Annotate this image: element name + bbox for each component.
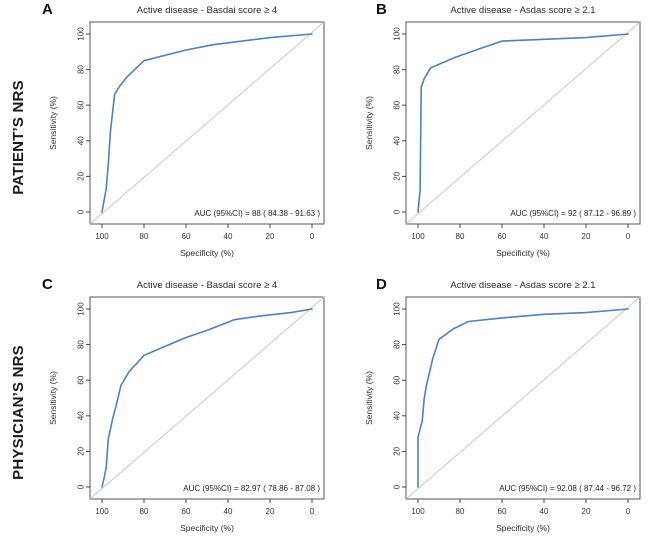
x-tick-label: 40 xyxy=(224,232,233,241)
plot-title: Active disease - Basdai score ≥ 4 xyxy=(137,5,277,16)
roc-plot-B: Active disease - Asdas score ≥ 2.1 100 80 6… xyxy=(364,5,641,258)
x-tick-label: 0 xyxy=(310,507,315,516)
y-tick-label: 60 xyxy=(393,375,402,384)
reference-diagonal xyxy=(405,21,641,225)
x-tick-label: 40 xyxy=(540,232,549,241)
x-tick-label: 80 xyxy=(456,507,465,516)
panel-letter-a: A xyxy=(42,1,53,18)
x-tick-label: 0 xyxy=(626,232,631,241)
x-tick-label: 20 xyxy=(266,507,275,516)
x-tick-label: 20 xyxy=(266,232,275,241)
x-axis-label: Specificity (%) xyxy=(496,523,550,533)
panel-a: A Active disease - Basdai score ≥ 4 100 80… xyxy=(36,0,352,275)
x-tick-label: 40 xyxy=(540,507,549,516)
y-tick-label: 0 xyxy=(77,484,86,489)
roc-curve xyxy=(417,33,629,213)
y-tick-label: 20 xyxy=(77,171,86,180)
roc-plot-A: Active disease - Basdai score ≥ 4 100 80 60… xyxy=(48,5,325,258)
plot-box xyxy=(405,296,641,500)
auc-annotation: AUC (95%CI) = 82.97 ( 78.86 - 87.08 ) xyxy=(183,484,320,493)
x-tick-label: 60 xyxy=(498,232,507,241)
roc-curve xyxy=(101,308,313,488)
roc-plot-D: Active disease - Asdas score ≥ 2.1 100 80 6… xyxy=(364,280,641,533)
y-axis-label: Sensitivity (%) xyxy=(364,371,374,425)
panel-letter-c: C xyxy=(42,276,53,293)
x-tick-label: 80 xyxy=(140,232,149,241)
reference-diagonal xyxy=(405,296,641,500)
y-axis-label: Sensitivity (%) xyxy=(48,96,58,150)
panel-c: C Active disease - Basdai score ≥ 4 100 80… xyxy=(36,275,352,550)
y-tick-label: 60 xyxy=(77,375,86,384)
x-tick-label: 60 xyxy=(498,507,507,516)
y-tick-label: 40 xyxy=(77,411,86,420)
roc-curve xyxy=(417,308,629,488)
x-tick-label: 0 xyxy=(626,507,631,516)
y-tick-label: 0 xyxy=(77,209,86,214)
y-tick-label: 100 xyxy=(77,27,86,41)
y-tick-label: 100 xyxy=(77,302,86,316)
y-tick-label: 40 xyxy=(393,136,402,145)
x-tick-label: 80 xyxy=(456,232,465,241)
x-tick-label: 40 xyxy=(224,507,233,516)
row-label-text: PATIENT’S NRS xyxy=(9,80,27,195)
plot-title: Active disease - Basdai score ≥ 4 xyxy=(137,280,277,291)
y-tick-label: 40 xyxy=(393,411,402,420)
x-tick-label: 100 xyxy=(95,232,109,241)
plot-title: Active disease - Asdas score ≥ 2.1 xyxy=(450,5,595,16)
panel-letter-b: B xyxy=(376,1,387,18)
y-tick-label: 60 xyxy=(393,100,402,109)
x-axis-label: Specificity (%) xyxy=(496,248,550,258)
y-tick-label: 20 xyxy=(77,446,86,455)
y-tick-label: 100 xyxy=(393,302,402,316)
x-axis-label: Specificity (%) xyxy=(180,523,234,533)
y-tick-label: 20 xyxy=(393,171,402,180)
y-tick-label: 80 xyxy=(393,340,402,349)
panel-letter-d: D xyxy=(376,276,387,293)
x-tick-label: 100 xyxy=(411,507,425,516)
plot-box xyxy=(89,296,325,500)
panel-b: B Active disease - Asdas score ≥ 2.1 100 8… xyxy=(352,0,669,275)
auc-annotation: AUC (95%CI) = 92 ( 87.12 - 96.89 ) xyxy=(510,209,636,218)
row-label-text: PHYSICIAN’S NRS xyxy=(9,345,27,480)
x-tick-label: 80 xyxy=(140,507,149,516)
auc-annotation: AUC (95%CI) = 88 ( 84.38 - 91.63 ) xyxy=(194,209,320,218)
row-label-physicians-nrs: PHYSICIAN’S NRS xyxy=(0,275,36,550)
x-tick-label: 20 xyxy=(582,507,591,516)
plot-box xyxy=(89,21,325,225)
reference-diagonal xyxy=(89,296,325,500)
roc-plot-C: Active disease - Basdai score ≥ 4 100 80 60… xyxy=(48,280,325,533)
y-tick-label: 40 xyxy=(77,136,86,145)
y-tick-label: 100 xyxy=(393,27,402,41)
y-tick-label: 0 xyxy=(393,209,402,214)
x-tick-label: 0 xyxy=(310,232,315,241)
x-axis-label: Specificity (%) xyxy=(180,248,234,258)
roc-curve xyxy=(101,33,313,213)
panel-d: D Active disease - Asdas score ≥ 2.1 100 8… xyxy=(352,275,669,550)
y-tick-label: 80 xyxy=(77,65,86,74)
y-tick-label: 60 xyxy=(77,100,86,109)
auc-annotation: AUC (95%CI) = 92.08 ( 87.44 - 96.72 ) xyxy=(499,484,636,493)
y-tick-label: 80 xyxy=(77,340,86,349)
x-tick-label: 100 xyxy=(411,232,425,241)
x-tick-label: 100 xyxy=(95,507,109,516)
y-axis-label: Sensitivity (%) xyxy=(48,371,58,425)
y-tick-label: 20 xyxy=(393,446,402,455)
x-tick-label: 60 xyxy=(182,507,191,516)
y-tick-label: 80 xyxy=(393,65,402,74)
x-tick-label: 60 xyxy=(182,232,191,241)
plot-title: Active disease - Asdas score ≥ 2.1 xyxy=(450,280,595,291)
x-tick-label: 20 xyxy=(582,232,591,241)
reference-diagonal xyxy=(89,21,325,225)
y-axis-label: Sensitivity (%) xyxy=(364,96,374,150)
row-label-patients-nrs: PATIENT’S NRS xyxy=(0,0,36,275)
plot-box xyxy=(405,21,641,225)
y-tick-label: 0 xyxy=(393,484,402,489)
